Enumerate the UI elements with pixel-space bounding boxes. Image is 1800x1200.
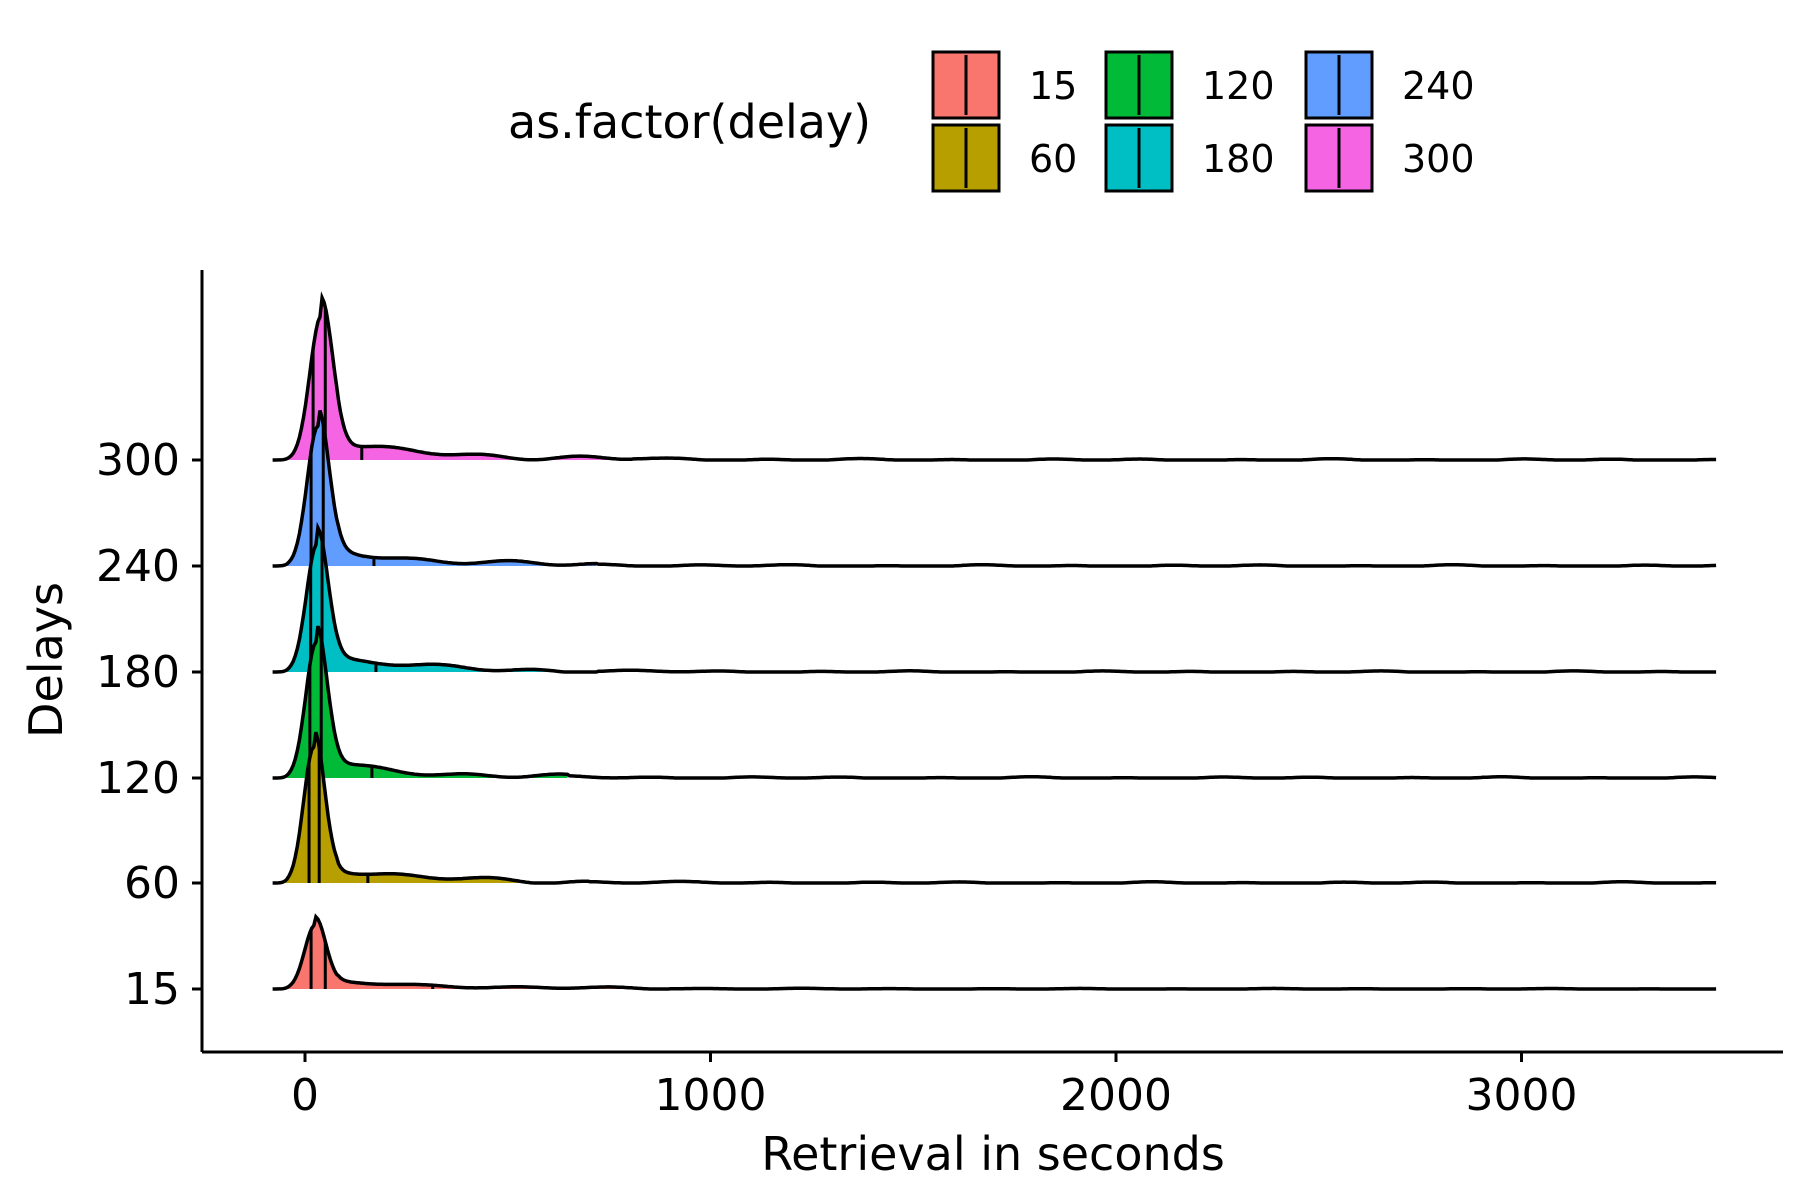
legend-item-180: 180 bbox=[1104, 123, 1275, 193]
legend: as.factor(delay) 15 60 120 180 240 300 bbox=[508, 50, 1475, 193]
legend-title: as.factor(delay) bbox=[508, 95, 871, 149]
ridge-line-240 bbox=[272, 410, 1717, 568]
ridge-120 bbox=[272, 625, 1717, 780]
legend-item-15: 15 bbox=[931, 50, 1077, 120]
y-axis-title: Delays bbox=[19, 582, 73, 738]
ridges bbox=[272, 291, 1717, 991]
y-tick-label: 180 bbox=[96, 647, 180, 698]
legend-label: 120 bbox=[1202, 64, 1275, 108]
legend-item-300: 300 bbox=[1304, 123, 1475, 193]
ridge-240 bbox=[272, 410, 1717, 568]
ridge-300 bbox=[272, 291, 1717, 462]
legend-item-60: 60 bbox=[931, 123, 1077, 193]
legend-label: 240 bbox=[1402, 64, 1475, 108]
y-tick-label: 300 bbox=[96, 435, 180, 486]
x-tick-label: 0 bbox=[291, 1070, 319, 1121]
ridge-fill-60 bbox=[272, 732, 589, 883]
x-axis-title: Retrieval in seconds bbox=[761, 1127, 1225, 1181]
ridge-180 bbox=[272, 521, 1717, 674]
x-tick-label: 1000 bbox=[655, 1070, 767, 1121]
y-tick-label: 60 bbox=[124, 858, 180, 909]
y-tick-label: 120 bbox=[96, 753, 180, 804]
legend-item-120: 120 bbox=[1104, 50, 1275, 120]
legend-label: 15 bbox=[1029, 64, 1077, 108]
legend-label: 60 bbox=[1029, 137, 1077, 181]
legend-item-240: 240 bbox=[1304, 50, 1475, 120]
ridge-60 bbox=[272, 731, 1717, 885]
ridge-fill-240 bbox=[272, 410, 597, 566]
x-tick-label: 3000 bbox=[1466, 1070, 1578, 1121]
ridge-line-15 bbox=[272, 913, 1717, 991]
y-tick-label: 15 bbox=[124, 964, 180, 1015]
ridge-fill-180 bbox=[272, 527, 597, 672]
ridge-15 bbox=[272, 913, 1717, 991]
y-tick-label: 240 bbox=[96, 541, 180, 592]
legend-label: 180 bbox=[1202, 137, 1275, 181]
ridge-line-300 bbox=[272, 291, 1717, 462]
ridge-fill-15 bbox=[272, 916, 669, 989]
ridge-fill-300 bbox=[272, 297, 634, 460]
x-tick-label: 2000 bbox=[1060, 1070, 1172, 1121]
ridge-line-180 bbox=[272, 521, 1717, 674]
legend-label: 300 bbox=[1402, 137, 1475, 181]
ridge-line-60 bbox=[272, 731, 1717, 885]
ridge-line-120 bbox=[272, 625, 1717, 780]
ridge-fill-120 bbox=[272, 626, 568, 778]
